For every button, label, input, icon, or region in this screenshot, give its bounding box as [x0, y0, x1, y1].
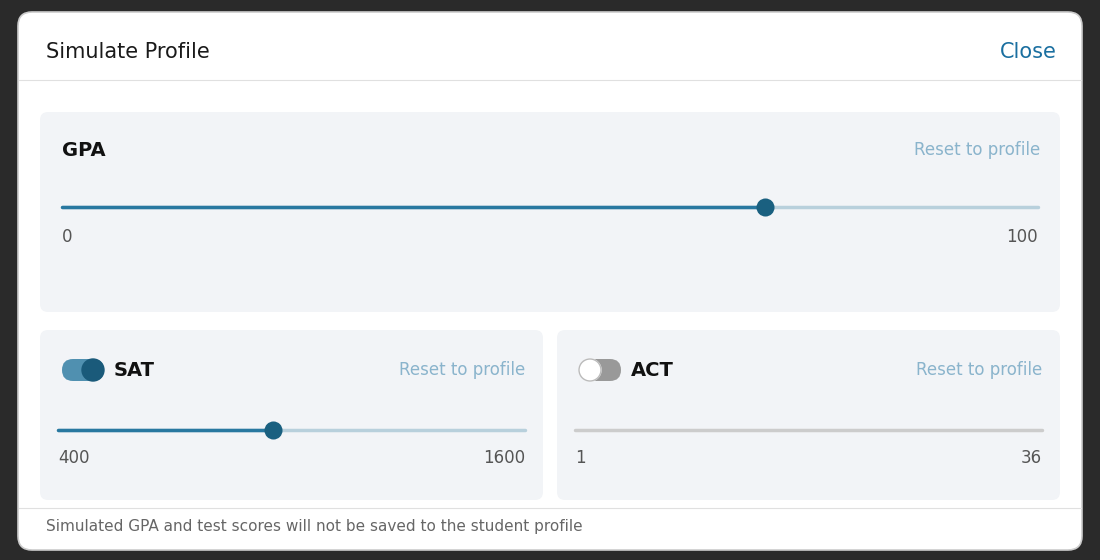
Text: Simulated GPA and test scores will not be saved to the student profile: Simulated GPA and test scores will not b…: [46, 519, 583, 534]
Text: 36: 36: [1021, 449, 1042, 467]
FancyBboxPatch shape: [62, 359, 104, 381]
FancyBboxPatch shape: [40, 330, 543, 500]
Circle shape: [82, 359, 104, 381]
Text: Reset to profile: Reset to profile: [915, 361, 1042, 379]
Text: SAT: SAT: [114, 361, 155, 380]
FancyBboxPatch shape: [18, 12, 1082, 550]
Text: Simulate Profile: Simulate Profile: [46, 42, 210, 62]
Text: 0: 0: [62, 228, 73, 246]
Text: ACT: ACT: [631, 361, 674, 380]
Text: GPA: GPA: [62, 141, 106, 160]
FancyBboxPatch shape: [579, 359, 621, 381]
FancyBboxPatch shape: [557, 330, 1060, 500]
Text: 400: 400: [58, 449, 89, 467]
Circle shape: [579, 359, 601, 381]
Text: 1600: 1600: [483, 449, 525, 467]
Text: Reset to profile: Reset to profile: [914, 141, 1040, 159]
Text: 1: 1: [575, 449, 585, 467]
Text: Close: Close: [1000, 42, 1057, 62]
Text: 100: 100: [1006, 228, 1038, 246]
FancyBboxPatch shape: [40, 112, 1060, 312]
Text: Reset to profile: Reset to profile: [398, 361, 525, 379]
